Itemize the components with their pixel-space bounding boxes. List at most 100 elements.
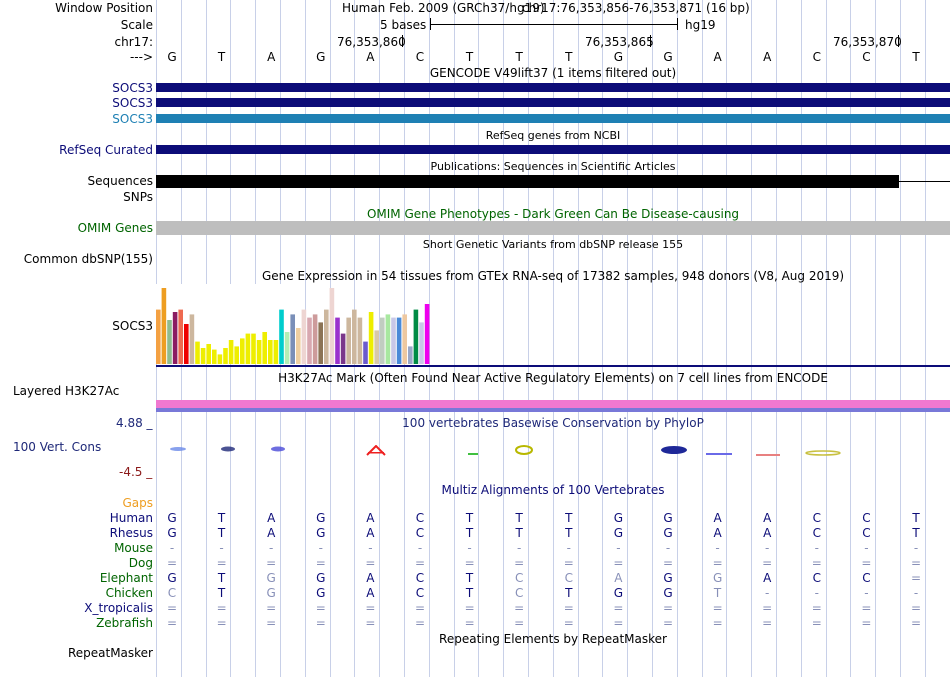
multiz-species-label[interactable]: Mouse xyxy=(114,541,153,555)
gtex-tissue-bar[interactable] xyxy=(307,317,312,364)
gtex-tissue-bar[interactable] xyxy=(184,324,189,364)
gencode-track-title[interactable]: GENCODE V49lift37 (1 items filtered out) xyxy=(429,66,677,80)
multiz-base: T xyxy=(713,586,722,600)
gtex-tissue-bar[interactable] xyxy=(268,340,273,364)
gtex-label[interactable]: SOCS3 xyxy=(112,319,153,333)
gtex-tissue-bar[interactable] xyxy=(245,333,251,364)
multiz-base: = xyxy=(762,556,773,570)
gtex-tissue-bar[interactable] xyxy=(217,354,223,364)
gtex-tissue-bar[interactable] xyxy=(251,333,256,364)
multiz-base: T xyxy=(912,511,920,525)
publication-sequence-feature[interactable] xyxy=(156,175,899,188)
gtex-tissue-bar[interactable] xyxy=(335,317,340,364)
h3k27ac-signal-pink[interactable] xyxy=(156,400,950,408)
gtex-tissue-bar[interactable] xyxy=(200,348,206,364)
gtex-track-title[interactable]: Gene Expression in 54 tissues from GTEx … xyxy=(261,269,845,283)
gtex-tissue-bar[interactable] xyxy=(352,309,357,364)
gtex-tissue-bar[interactable] xyxy=(402,314,407,364)
multiz-base: A xyxy=(267,511,276,525)
multiz-base: G xyxy=(613,586,624,600)
multiz-species-label[interactable]: Zebrafish xyxy=(96,616,153,630)
gencode-feature-socs3-3[interactable] xyxy=(156,114,950,123)
multiz-species-label[interactable]: Chicken xyxy=(105,586,153,600)
publications-label-sequences[interactable]: Sequences xyxy=(87,174,153,188)
h3k27ac-track-title[interactable]: H3K27Ac Mark (Often Found Near Active Re… xyxy=(278,371,828,385)
multiz-base: = xyxy=(662,556,674,570)
gtex-tissue-bar[interactable] xyxy=(346,317,351,364)
gtex-tissue-bar[interactable] xyxy=(167,320,172,364)
dbsnp-track-title[interactable]: Short Genetic Variants from dbSNP releas… xyxy=(422,238,684,251)
gtex-tissue-bar[interactable] xyxy=(340,333,346,364)
gtex-tissue-bar[interactable] xyxy=(391,317,396,364)
dbsnp-label[interactable]: Common dbSNP(155) xyxy=(23,252,153,266)
gtex-tissue-bar[interactable] xyxy=(301,309,307,364)
multiz-species-label[interactable]: X_tropicalis xyxy=(84,601,153,615)
gtex-tissue-bar[interactable] xyxy=(228,340,234,364)
gtex-tissue-bar[interactable] xyxy=(408,346,413,364)
gtex-tissue-bar[interactable] xyxy=(273,340,279,364)
omim-feature[interactable] xyxy=(156,221,950,235)
gtex-tissue-bar[interactable] xyxy=(161,288,167,364)
gtex-tissue-bar[interactable] xyxy=(240,338,245,364)
gtex-tissue-bar[interactable] xyxy=(279,309,284,364)
phylop-logo[interactable] xyxy=(156,445,950,459)
gtex-tissue-bar[interactable] xyxy=(368,312,374,364)
phylop-label[interactable]: 100 Vert. Cons xyxy=(13,440,102,454)
gtex-tissue-bar[interactable] xyxy=(296,328,301,364)
gtex-tissue-bar[interactable] xyxy=(419,322,424,364)
multiz-track-title[interactable]: Multiz Alignments of 100 Vertebrates xyxy=(441,483,665,497)
gtex-tissue-bar[interactable] xyxy=(318,322,323,364)
gtex-tissue-bar[interactable] xyxy=(413,309,419,364)
gtex-tissue-bar[interactable] xyxy=(396,317,402,364)
gtex-tissue-bar[interactable] xyxy=(284,332,290,364)
gtex-tissue-bar[interactable] xyxy=(189,314,195,364)
gtex-bar-chart[interactable] xyxy=(156,284,536,365)
gtex-tissue-bar[interactable] xyxy=(212,349,217,364)
gtex-tissue-bar[interactable] xyxy=(223,348,228,364)
refseq-feature[interactable] xyxy=(156,145,950,154)
gencode-feature-socs3-2[interactable] xyxy=(156,98,950,107)
multiz-species-label[interactable]: Dog xyxy=(128,556,153,570)
refseq-track-title[interactable]: RefSeq genes from NCBI xyxy=(485,129,621,142)
gencode-label-socs3-2[interactable]: SOCS3 xyxy=(112,96,153,110)
gtex-tissue-bar[interactable] xyxy=(172,312,178,364)
gtex-tissue-bar[interactable] xyxy=(329,288,335,364)
omim-label[interactable]: OMIM Genes xyxy=(77,221,153,235)
omim-track-title[interactable]: OMIM Gene Phenotypes - Dark Green Can Be… xyxy=(366,207,740,221)
gtex-tissue-bar[interactable] xyxy=(385,314,391,364)
publications-track-title[interactable]: Publications: Sequences in Scientific Ar… xyxy=(430,160,676,173)
gtex-tissue-bar[interactable] xyxy=(363,341,368,364)
publications-label-snps[interactable]: SNPs xyxy=(123,190,153,204)
h3k27ac-signal-purple[interactable] xyxy=(156,408,950,412)
gencode-feature-socs3-1[interactable] xyxy=(156,83,950,92)
phylop-track-title[interactable]: 100 vertebrates Basewise Conservation by… xyxy=(402,416,704,430)
multiz-base: G xyxy=(663,571,673,585)
gtex-tissue-bar[interactable] xyxy=(206,344,211,364)
gencode-label-socs3-1[interactable]: SOCS3 xyxy=(112,81,153,95)
gtex-tissue-bar[interactable] xyxy=(357,317,363,364)
repeatmasker-label[interactable]: RepeatMasker xyxy=(67,646,153,660)
gtex-tissue-bar[interactable] xyxy=(156,309,161,364)
repeatmasker-track-title[interactable]: Repeating Elements by RepeatMasker xyxy=(439,632,667,646)
gencode-label-socs3-3[interactable]: SOCS3 xyxy=(112,112,153,126)
gtex-tissue-bar[interactable] xyxy=(234,346,239,364)
gtex-tissue-bar[interactable] xyxy=(290,314,295,364)
gtex-tissue-bar[interactable] xyxy=(256,340,262,364)
logo-mark xyxy=(366,445,386,456)
multiz-species-label[interactable]: Elephant xyxy=(99,571,153,585)
gtex-tissue-bar[interactable] xyxy=(374,330,379,364)
multiz-base: G xyxy=(167,526,177,540)
multiz-species-label[interactable]: Rhesus xyxy=(109,526,153,540)
gtex-tissue-bar[interactable] xyxy=(178,309,183,364)
multiz-species-label[interactable]: Human xyxy=(109,511,153,525)
gtex-tissue-bar[interactable] xyxy=(195,341,200,364)
h3k27ac-label[interactable]: Layered H3K27Ac xyxy=(13,384,120,398)
gtex-tissue-bar[interactable] xyxy=(324,309,329,364)
multiz-base: C xyxy=(167,586,177,600)
multiz-base: - xyxy=(566,541,571,555)
gtex-tissue-bar[interactable] xyxy=(262,332,267,364)
refseq-label[interactable]: RefSeq Curated xyxy=(59,143,153,157)
gtex-tissue-bar[interactable] xyxy=(424,304,430,364)
gtex-tissue-bar[interactable] xyxy=(312,314,318,364)
gtex-tissue-bar[interactable] xyxy=(380,317,385,364)
